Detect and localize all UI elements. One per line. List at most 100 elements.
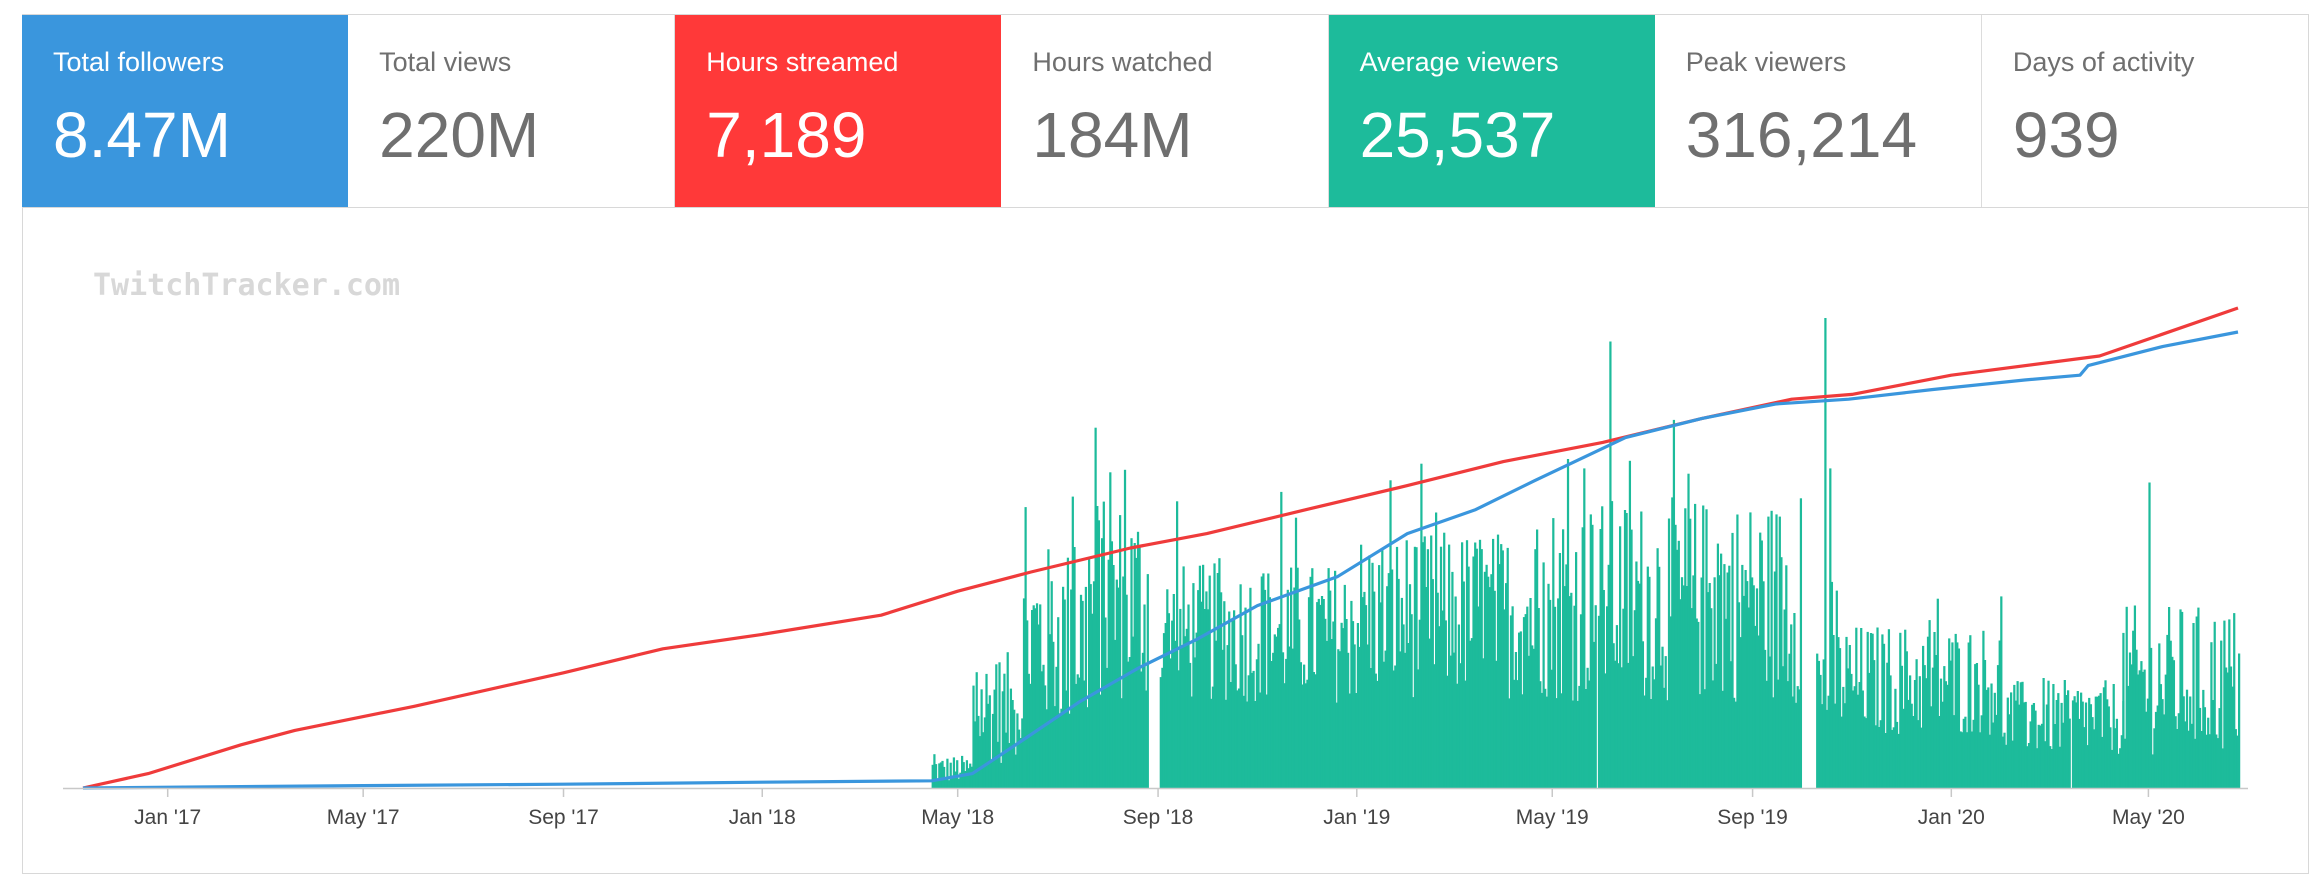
viewers-bar — [1640, 511, 1643, 788]
viewers-bar — [1656, 548, 1659, 788]
viewers-bar — [1648, 576, 1651, 788]
viewers-bar — [1462, 581, 1465, 788]
viewers-bar — [1659, 665, 1662, 788]
viewers-bar — [1378, 565, 1381, 788]
viewers-bar — [1097, 520, 1101, 788]
viewers-bar — [1708, 583, 1711, 788]
viewers-bar — [1764, 649, 1767, 788]
viewers-bar — [1752, 585, 1755, 788]
viewers-bar — [1922, 645, 1925, 788]
viewers-bar — [1395, 546, 1399, 788]
viewers-bar — [995, 664, 998, 788]
stat-tile-hours-watched[interactable]: Hours watched 184M — [1001, 15, 1329, 207]
viewers-bar — [1089, 584, 1092, 788]
viewers-bar — [1353, 644, 1356, 788]
viewers-bar — [2218, 708, 2221, 788]
stat-tile-peak-viewers[interactable]: Peak viewers 316,214 — [1654, 15, 1982, 207]
viewers-bar — [1452, 652, 1456, 788]
viewers-bar — [1544, 688, 1547, 788]
viewers-bar — [1904, 629, 1907, 788]
viewers-bar — [1755, 588, 1759, 788]
viewers-bar — [2182, 696, 2185, 788]
viewers-bar — [1848, 645, 1851, 788]
viewers-bar — [1384, 650, 1387, 788]
viewers-bar — [1957, 648, 1961, 788]
viewers-bar — [1125, 594, 1128, 788]
viewers-bar — [1449, 655, 1452, 788]
viewers-bar — [941, 760, 944, 788]
stat-value: 184M — [1032, 99, 1193, 171]
viewers-bar — [1115, 579, 1118, 788]
viewers-bar — [1058, 713, 1061, 788]
viewers-bar — [1744, 570, 1747, 788]
viewers-bar — [1363, 591, 1366, 788]
viewers-bar — [1586, 667, 1589, 788]
viewers-bar — [2083, 727, 2086, 788]
stat-tile-total-views[interactable]: Total views 220M — [348, 15, 676, 207]
viewers-bar — [1778, 516, 1781, 788]
viewers-bar — [1909, 675, 1912, 788]
viewers-bar — [1329, 590, 1332, 788]
viewers-bar — [1786, 681, 1790, 788]
viewers-bar — [1179, 608, 1182, 788]
viewers-bar — [1829, 468, 1832, 788]
viewers-bar — [2211, 700, 2215, 788]
viewers-bar — [1078, 677, 1081, 788]
viewers-bar — [1599, 529, 1602, 788]
viewers-bar — [1146, 574, 1149, 788]
viewers-bar — [1751, 577, 1754, 788]
viewers-bar — [1314, 674, 1317, 788]
viewers-bar — [2213, 621, 2216, 788]
viewers-bar — [1053, 706, 1057, 788]
viewers-bar — [1423, 536, 1426, 788]
viewers-bar — [2008, 714, 2011, 788]
viewers-bar — [1119, 515, 1122, 788]
stat-tile-days-of-activity[interactable]: Days of activity 939 — [1981, 15, 2309, 207]
viewers-bar — [1619, 526, 1622, 788]
viewers-bar — [1967, 642, 1970, 788]
viewers-bar — [1024, 507, 1027, 788]
viewers-bar — [1478, 539, 1482, 788]
x-tick-label: May '18 — [921, 806, 994, 829]
viewers-bar — [2063, 680, 2066, 788]
viewers-bar — [1267, 573, 1270, 788]
viewers-bar — [1492, 538, 1495, 788]
viewers-bar — [2096, 696, 2099, 788]
viewers-bar — [1242, 695, 1246, 788]
viewers-bar — [1361, 597, 1364, 788]
viewers-bar — [1399, 651, 1402, 788]
viewers-bar — [2207, 717, 2210, 788]
viewers-bar — [1832, 635, 1835, 788]
viewers-bar — [2133, 605, 2137, 788]
viewers-bar — [1255, 659, 1259, 788]
viewers-bar — [1899, 632, 1902, 788]
viewers-bar — [1407, 643, 1410, 788]
viewers-bar — [1676, 549, 1679, 788]
stat-tile-average-viewers[interactable]: Average viewers 25,537 — [1328, 15, 1655, 207]
viewers-bar — [2220, 640, 2223, 788]
viewers-bar — [1666, 700, 1669, 788]
viewers-bar — [1571, 700, 1575, 788]
stat-tile-hours-streamed[interactable]: Hours streamed 7,189 — [675, 15, 1002, 207]
viewers-bar — [1783, 609, 1786, 788]
viewers-bar — [1633, 610, 1636, 788]
viewers-bar — [2062, 722, 2065, 788]
viewers-bar — [1798, 689, 1801, 788]
viewers-bar — [1176, 501, 1179, 788]
viewers-bar — [1120, 698, 1123, 788]
viewers-bar — [1915, 659, 1918, 788]
stat-tile-total-followers[interactable]: Total followers 8.47M — [22, 15, 349, 207]
viewers-bar — [1141, 652, 1145, 788]
viewers-bar — [1206, 609, 1210, 788]
viewers-bar — [2067, 690, 2070, 788]
viewers-bar — [2141, 671, 2145, 788]
viewers-bar — [1739, 637, 1742, 788]
viewers-bar — [2001, 736, 2005, 788]
viewers-bar — [1788, 653, 1791, 788]
stat-value: 939 — [2012, 99, 2120, 171]
viewers-bar — [2109, 727, 2112, 788]
viewers-bar — [1408, 584, 1412, 788]
viewers-bar — [1589, 514, 1592, 788]
viewers-bar — [1281, 652, 1285, 788]
viewers-bar — [1065, 690, 1068, 788]
